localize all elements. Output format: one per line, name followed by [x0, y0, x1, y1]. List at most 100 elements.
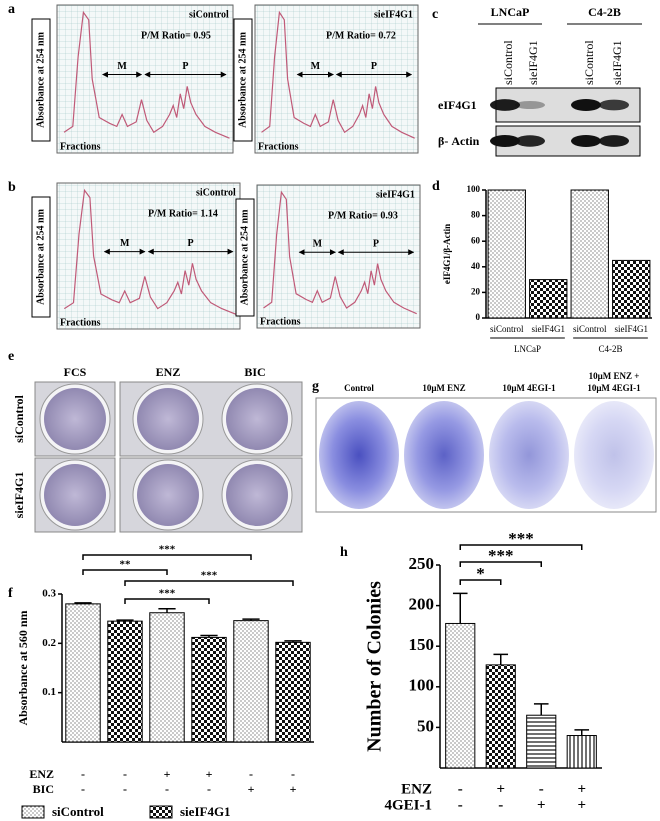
x-tick-label: sieIF4G1 — [532, 324, 566, 334]
treatment-sign: - — [207, 782, 211, 796]
plate — [404, 401, 484, 509]
x-label: Fractions — [260, 316, 301, 327]
lane-label: siControl — [501, 40, 515, 85]
y-label: Number of Colonies — [364, 581, 386, 752]
y-tick-label: 200 — [409, 595, 435, 614]
m-label: M — [117, 61, 127, 72]
bar — [233, 620, 269, 743]
lane-label: siControl — [582, 40, 596, 85]
blot-band — [571, 99, 601, 111]
y-tick-label: 60 — [471, 235, 481, 245]
m-label: M — [120, 238, 130, 249]
error-bar — [493, 653, 509, 665]
condition: sieIF4G1 — [374, 9, 413, 20]
ratio: P/M Ratio= 0.72 — [326, 30, 396, 41]
column-label: ENZ — [156, 365, 181, 379]
y-label: Absorbance at 254 nm — [237, 31, 248, 128]
y-label-box — [31, 196, 51, 318]
y-label: Absorbance at 254 nm — [239, 209, 250, 306]
column-label: BIC — [244, 365, 265, 379]
blot-band — [599, 135, 629, 147]
significance-bracket — [459, 544, 583, 550]
x-label: Fractions — [60, 317, 101, 328]
blot-band — [490, 99, 520, 111]
profile-trace — [261, 10, 415, 139]
plate — [319, 401, 399, 509]
error-bar — [200, 634, 218, 638]
blot-band — [571, 135, 601, 147]
y-label: eIF4G1/β-Actin — [442, 224, 452, 284]
blot-band — [599, 99, 629, 111]
group-label: C4-2B — [598, 344, 622, 354]
legend-swatch — [21, 805, 45, 819]
bar — [566, 735, 597, 769]
y-tick-label: 20 — [471, 286, 481, 296]
row-label: sieIF4G1 — [12, 472, 26, 519]
error-bar — [74, 602, 92, 604]
treatment-sign: - — [458, 781, 463, 797]
column-label: Control — [344, 383, 374, 393]
bar — [191, 636, 227, 743]
profile-trace — [263, 190, 417, 315]
treatment-label: 4GEI-1 — [384, 797, 432, 813]
legend-label: sieIF4G1 — [180, 804, 231, 819]
blot-row-label: β- Actin — [438, 134, 480, 148]
bar — [526, 714, 557, 769]
plate — [574, 401, 654, 509]
significance-bracket — [459, 561, 542, 567]
y-tick-label: 0 — [476, 312, 481, 322]
treatment-label: ENZ — [29, 767, 54, 781]
well — [44, 464, 106, 526]
y-label-box — [235, 198, 255, 317]
well — [137, 388, 199, 450]
ratio: P/M Ratio= 0.95 — [141, 30, 211, 41]
p-label: P — [188, 238, 194, 249]
y-label-box — [233, 18, 253, 142]
y-tick-label: 0.2 — [42, 637, 56, 649]
m-label: M — [313, 239, 323, 250]
ratio: P/M Ratio= 0.93 — [328, 210, 398, 221]
significance-label: *** — [159, 544, 176, 556]
y-tick-label: 100 — [467, 184, 481, 194]
group-label: LNCaP — [491, 5, 530, 19]
bar — [445, 622, 476, 769]
ratio: P/M Ratio= 1.14 — [148, 208, 218, 219]
treatment-sign: - — [123, 767, 127, 781]
bar — [275, 641, 311, 743]
bar — [529, 279, 568, 319]
profile-trace — [63, 10, 230, 139]
treatment-sign: - — [458, 797, 463, 813]
well — [137, 464, 199, 526]
treatment-sign: + — [496, 781, 505, 797]
m-label: M — [311, 61, 321, 72]
profile-trace — [63, 188, 237, 315]
panel-letter: g — [312, 379, 319, 394]
panel-letter: d — [432, 179, 440, 194]
panel-letter: a — [8, 2, 15, 17]
error-bar — [533, 703, 549, 716]
plate — [489, 401, 569, 509]
bar — [487, 189, 526, 319]
p-label: P — [373, 239, 379, 250]
significance-label: *** — [201, 570, 218, 582]
panel-letter: e — [8, 349, 14, 364]
well — [226, 388, 288, 450]
error-bar — [116, 619, 134, 622]
column-label: FCS — [64, 365, 87, 379]
profile-frame — [256, 184, 421, 329]
treatment-sign: + — [164, 767, 171, 781]
treatment-sign: - — [539, 781, 544, 797]
y-tick-label: 50 — [417, 716, 434, 735]
lane-label: sieIF4G1 — [610, 40, 624, 85]
error-bar — [158, 608, 176, 613]
bar — [485, 664, 516, 769]
row-label: siControl — [12, 394, 26, 442]
panel-letter: c — [432, 7, 438, 22]
significance-label: *** — [159, 588, 176, 600]
significance-bracket — [124, 598, 210, 604]
well — [44, 388, 106, 450]
y-tick-label: 80 — [471, 210, 481, 220]
x-label: Fractions — [258, 141, 299, 152]
